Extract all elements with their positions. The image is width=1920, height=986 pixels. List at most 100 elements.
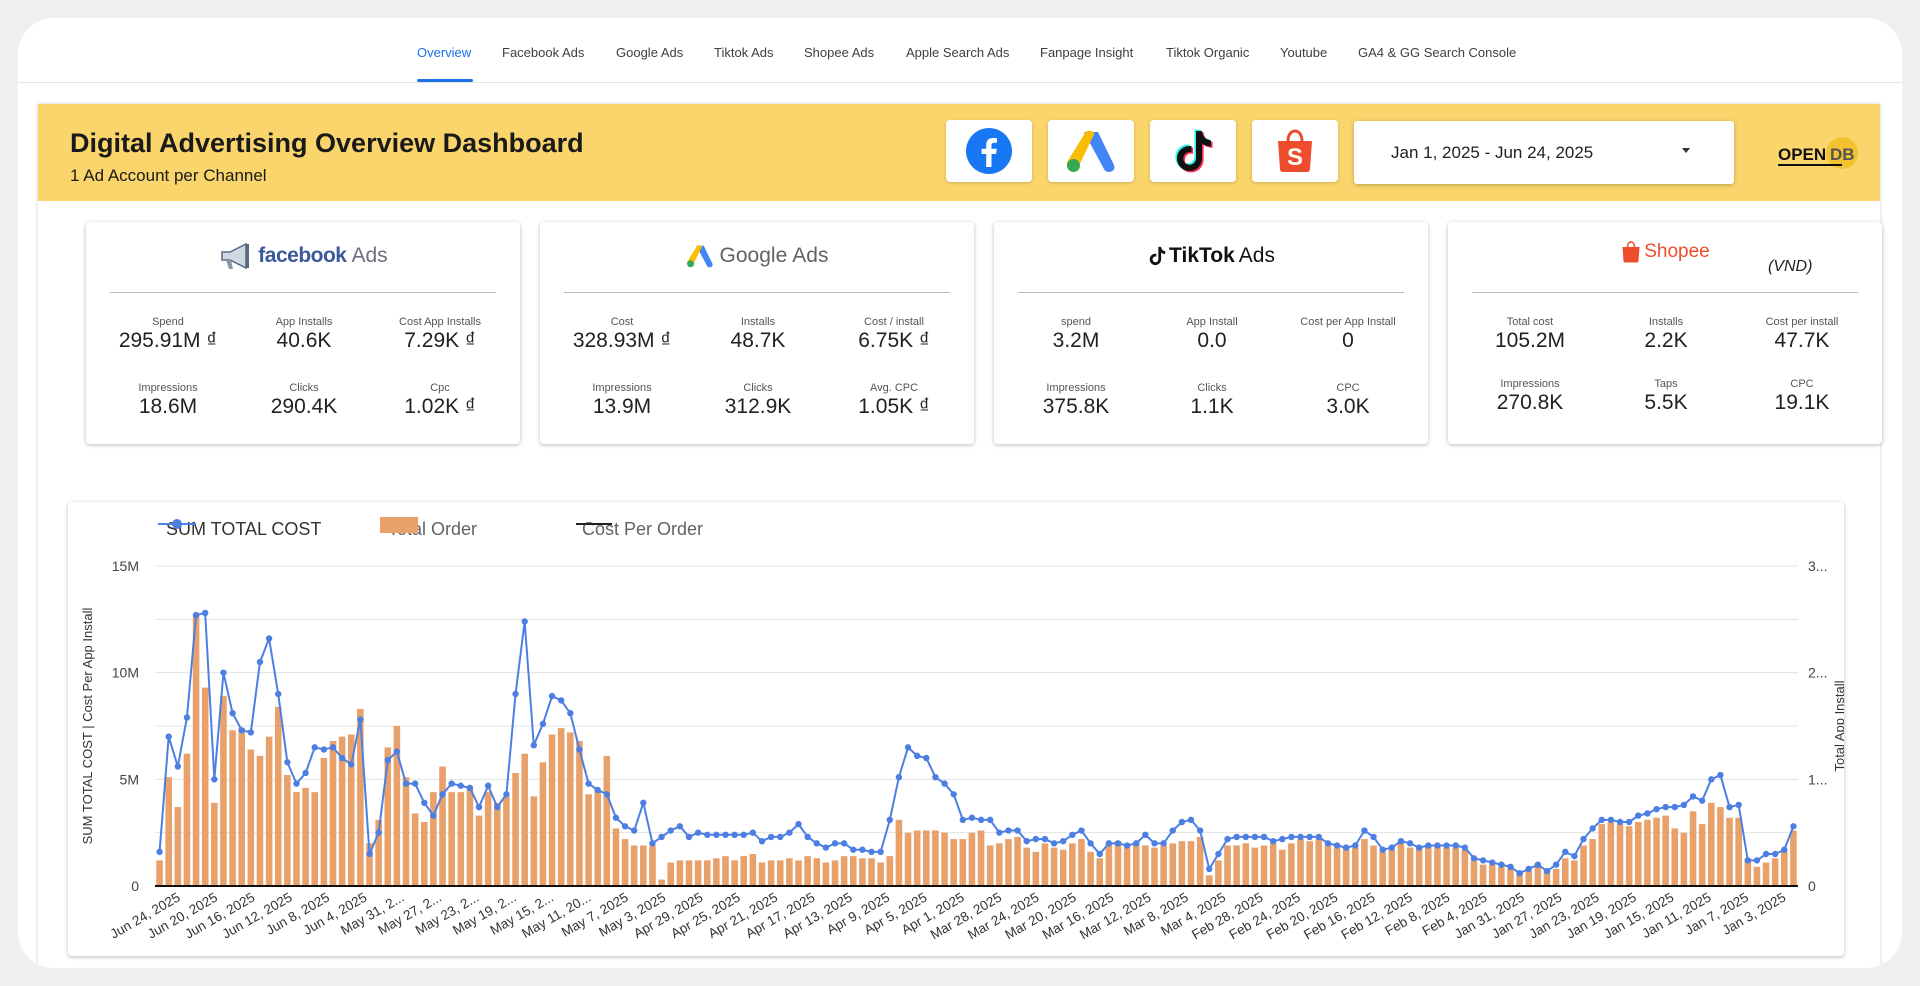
point-sum-total-cost <box>1744 857 1751 864</box>
point-sum-total-cost <box>348 761 355 768</box>
metric-impressions: Impressions 270.8K <box>1496 378 1564 414</box>
metric-cost-app-installs: Cost App Installs 7.29K ₫ <box>399 316 481 352</box>
point-sum-total-cost <box>1114 840 1122 847</box>
bar-total-order <box>1352 847 1359 886</box>
point-sum-total-cost <box>1224 835 1231 843</box>
tab-ga4-search-console[interactable]: GA4 & GG Search Console <box>1358 45 1517 60</box>
y-tick-label-left: 0 <box>131 878 139 894</box>
y-tick-label-left: 5M <box>120 771 139 787</box>
point-sum-total-cost <box>1425 842 1432 849</box>
y-axis-title-right: Total App Install <box>1832 680 1844 771</box>
bar-total-order <box>366 843 373 886</box>
point-sum-total-cost <box>1388 844 1396 851</box>
point-sum-total-cost <box>1087 840 1094 847</box>
shopee-filter-button[interactable]: S <box>1252 120 1338 182</box>
date-range-picker[interactable]: Jan 1, 2025 - Jun 24, 2025 <box>1354 121 1734 184</box>
point-sum-total-cost <box>1717 771 1724 779</box>
point-sum-total-cost <box>548 692 556 700</box>
y-tick-label-right: 1... <box>1808 771 1827 787</box>
tab-tiktok-organic[interactable]: Tiktok Organic <box>1166 45 1250 60</box>
bar-total-order <box>1169 843 1177 886</box>
legend-item-cost-per-order[interactable]: Cost Per Order <box>576 517 703 541</box>
point-sum-total-cost <box>1260 833 1268 841</box>
bar-total-order <box>1598 824 1606 886</box>
header-banner: Digital Advertising Overview Dashboard 1… <box>38 104 1880 201</box>
page-title: Digital Advertising Overview Dashboard <box>70 128 584 158</box>
point-sum-total-cost <box>1498 861 1505 868</box>
metric-spend: Spend 295.91M ₫ <box>118 316 218 352</box>
point-sum-total-cost <box>840 840 848 847</box>
point-sum-total-cost <box>1689 793 1697 800</box>
tab-fanpage-insight[interactable]: Fanpage Insight <box>1040 45 1134 60</box>
point-sum-total-cost <box>932 774 939 781</box>
bar-total-order <box>1461 849 1469 886</box>
svg-text:S: S <box>1287 144 1303 171</box>
bar-total-order <box>667 862 675 886</box>
bar-total-order <box>968 832 976 886</box>
bar-total-order <box>402 777 410 886</box>
point-sum-total-cost <box>1178 818 1186 826</box>
bar-total-order <box>1242 843 1250 886</box>
google-ads-filter-button[interactable] <box>1048 120 1134 182</box>
tab-google-ads[interactable]: Google Ads <box>616 45 684 60</box>
cost-order-chart: SUM TOTAL COST Total Order Cost Per Orde… <box>68 502 1844 956</box>
bar-total-order <box>1708 802 1715 886</box>
point-sum-total-cost <box>202 609 209 617</box>
bar-total-order <box>950 839 957 886</box>
point-sum-total-cost <box>977 816 985 824</box>
google-wordmark: Google <box>719 244 788 267</box>
metric-cost-per-install: Cost / install 6.75K ₫ <box>858 316 930 352</box>
point-sum-total-cost <box>1069 831 1076 838</box>
point-sum-total-cost <box>694 829 702 836</box>
ads-suffix: Ads <box>1238 244 1275 267</box>
point-sum-total-cost <box>494 803 501 811</box>
tab-shopee-ads[interactable]: Shopee Ads <box>804 45 875 60</box>
bar-total-order <box>393 726 401 886</box>
bar-total-order <box>1735 817 1742 886</box>
tab-apple-search-ads[interactable]: Apple Search Ads <box>906 45 1010 60</box>
point-sum-total-cost <box>904 744 912 751</box>
point-sum-total-cost <box>448 780 455 787</box>
metric-impressions: Impressions 13.9M <box>592 382 652 418</box>
megaphone-icon <box>221 242 250 270</box>
point-sum-total-cost <box>256 658 264 666</box>
tab-youtube[interactable]: Youtube <box>1280 45 1328 60</box>
bar-total-order <box>758 862 766 886</box>
bar-total-order <box>658 879 665 886</box>
legend-label: Cost Per Order <box>582 518 704 539</box>
tiktok-ads-card: TikTok Ads spend 3.2M App Install 0.0 Cost… <box>994 222 1428 444</box>
legend-item-total-order[interactable]: Total Order <box>380 517 477 541</box>
point-sum-total-cost <box>786 829 793 836</box>
bar-total-order <box>576 740 583 886</box>
facebook-filter-button[interactable] <box>946 120 1032 182</box>
point-sum-total-cost <box>1598 816 1605 824</box>
bar-total-order <box>932 830 939 886</box>
bar-total-order <box>840 856 848 886</box>
bar-total-order <box>1452 847 1459 886</box>
point-sum-total-cost <box>576 746 583 753</box>
tab-tiktok-ads[interactable]: Tiktok Ads <box>714 45 774 60</box>
point-sum-total-cost <box>640 799 647 806</box>
tiktok-filter-button[interactable] <box>1150 120 1236 182</box>
point-sum-total-cost <box>704 831 711 838</box>
bar-total-order <box>703 860 711 886</box>
point-sum-total-cost <box>220 669 227 676</box>
point-sum-total-cost <box>1762 850 1770 858</box>
bar-total-order <box>1753 866 1761 886</box>
google-ads-icon <box>686 245 713 268</box>
bar-total-order <box>1151 847 1158 886</box>
legend-item-sum-total-cost[interactable]: SUM TOTAL COST <box>158 517 321 541</box>
bar-total-order <box>1634 822 1642 886</box>
facebook-icon <box>966 128 1012 174</box>
tab-facebook-ads[interactable]: Facebook Ads <box>502 45 585 60</box>
tab-overview[interactable]: Overview <box>417 45 472 60</box>
shopee-ads-card: Shopee (VND) Total cost 105.2M Installs 2.… <box>1448 222 1882 444</box>
metric-cost-per-install: Cost per install 47.7K <box>1765 316 1839 352</box>
bar-total-order <box>475 815 483 886</box>
bar-total-order <box>1288 843 1295 886</box>
bar-total-order <box>877 862 884 886</box>
bar-total-order <box>1379 851 1386 886</box>
bar-total-order <box>1333 847 1341 886</box>
facebook-ads-logo: facebook Ads <box>86 238 520 274</box>
bar-total-order <box>1406 847 1414 886</box>
